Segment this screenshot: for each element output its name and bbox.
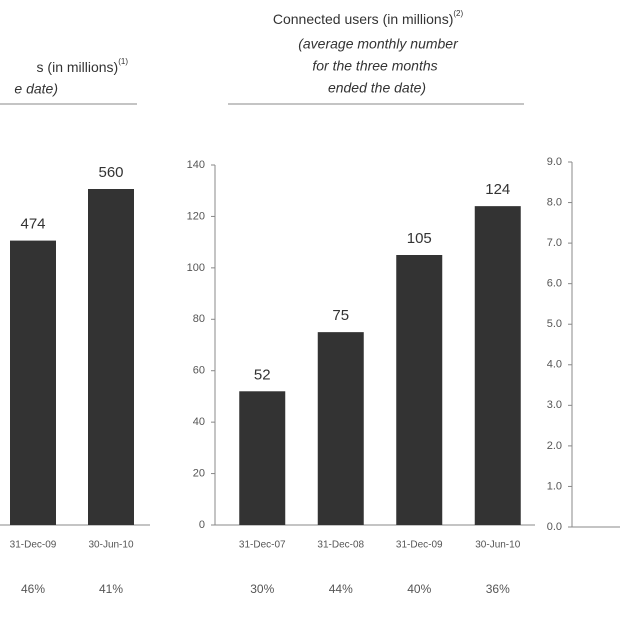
value-label: 75 <box>332 307 349 324</box>
x-tick-label: 30-Jun-10 <box>88 540 133 551</box>
growth-label: 36% <box>486 582 510 596</box>
x-tick-label: 31-Dec-08 <box>317 540 364 551</box>
x-tick-label: 30-Jun-10 <box>475 540 520 551</box>
y-tick-label: 1.0 <box>547 480 562 492</box>
title-note: (1) <box>118 57 128 66</box>
growth-label: 44% <box>329 582 353 596</box>
value-label: 105 <box>407 230 432 247</box>
y-tick-label: 100 <box>187 262 205 274</box>
chart-subtitle: ended the date) <box>328 80 426 96</box>
y-tick-label: 9.0 <box>547 156 562 168</box>
x-tick-label: 31-Dec-07 <box>239 540 286 551</box>
growth-label: 40% <box>407 582 431 596</box>
y-tick-label: 80 <box>193 313 205 325</box>
growth-label: 41% <box>99 582 123 596</box>
x-tick-label: 31-Dec-09 <box>396 540 443 551</box>
y-tick-label: 7.0 <box>547 237 562 249</box>
y-tick-label: 120 <box>187 210 205 222</box>
y-tick-label: 0.0 <box>547 521 562 533</box>
y-tick-label: 8.0 <box>547 196 562 208</box>
chart-subtitle: for the three months <box>312 58 437 74</box>
value-label: 560 <box>98 164 123 181</box>
bar <box>239 391 286 525</box>
growth-label: 30% <box>250 582 274 596</box>
value-label: 474 <box>20 216 45 233</box>
value-label: 52 <box>254 366 271 383</box>
y-tick-label: 60 <box>193 365 205 377</box>
chart-title: s (in millions)(1) <box>37 57 129 75</box>
y-tick-label: 5.0 <box>547 318 562 330</box>
y-tick-label: 6.0 <box>547 278 562 290</box>
chart-subtitle: (average monthly number <box>298 36 459 52</box>
bar <box>10 240 56 525</box>
bar <box>396 255 443 525</box>
value-label: 124 <box>485 181 510 198</box>
x-tick-label: 31-Dec-09 <box>10 540 57 551</box>
bar <box>88 189 134 525</box>
y-tick-label: 40 <box>193 416 205 428</box>
bar <box>474 206 521 525</box>
y-tick-label: 2.0 <box>547 440 562 452</box>
y-tick-label: 140 <box>187 159 205 171</box>
y-tick-label: 20 <box>193 467 205 479</box>
y-tick-label: 0 <box>199 519 205 531</box>
chart-subtitle: e date) <box>14 81 58 97</box>
title-note: (2) <box>453 9 463 18</box>
title-text: Connected users (in millions) <box>273 11 454 27</box>
title-text: s (in millions) <box>37 59 119 75</box>
bar <box>317 332 364 525</box>
chart-title: Connected users (in millions)(2) <box>273 9 464 27</box>
y-tick-label: 3.0 <box>547 399 562 411</box>
growth-label: 46% <box>21 582 45 596</box>
y-tick-label: 4.0 <box>547 359 562 371</box>
